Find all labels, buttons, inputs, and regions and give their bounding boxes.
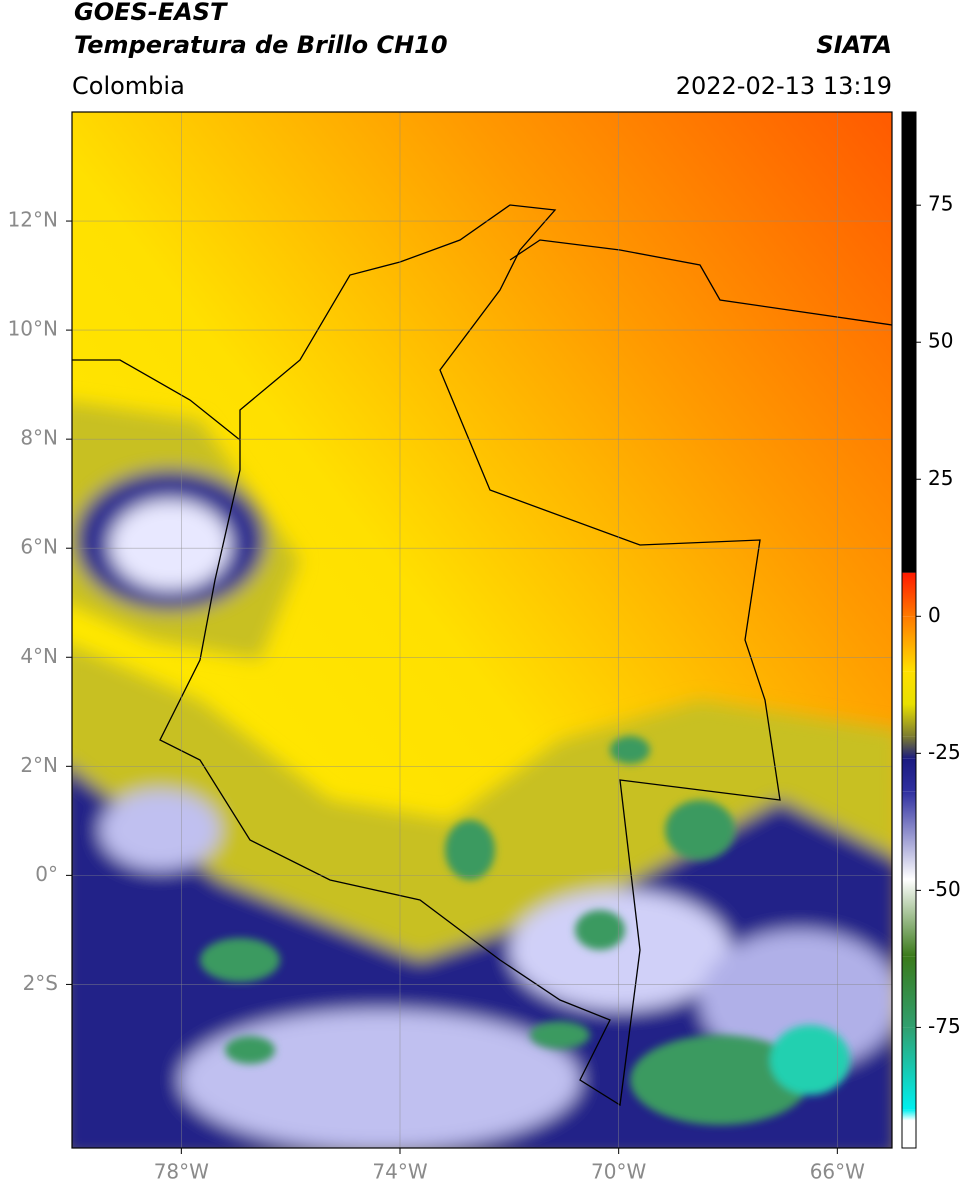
y-tick-label: 8°N bbox=[20, 426, 58, 450]
x-tick-label: 66°W bbox=[810, 1160, 865, 1184]
y-tick-label: 4°N bbox=[20, 644, 58, 668]
colorbar-label: 25 bbox=[928, 466, 953, 490]
colorbar-label: -50 bbox=[928, 877, 961, 901]
x-tick-label: 70°W bbox=[591, 1160, 646, 1184]
x-tick-label: 74°W bbox=[372, 1160, 427, 1184]
colorbar-segment bbox=[902, 758, 916, 792]
colorbar-segment bbox=[902, 616, 916, 672]
y-tick-label: 12°N bbox=[8, 208, 58, 232]
colorbar-label: 75 bbox=[928, 192, 953, 216]
datetime: 2022-02-13 13:19 bbox=[676, 72, 892, 100]
colorbar-segment bbox=[902, 1120, 916, 1148]
y-tick-label: 2°N bbox=[20, 753, 58, 777]
colorbar-label: -75 bbox=[928, 1014, 961, 1038]
y-tick-label: 10°N bbox=[8, 317, 58, 341]
colorbar-segment bbox=[902, 791, 916, 880]
colorbar-frame bbox=[901, 111, 917, 1149]
colorbar-segment bbox=[902, 956, 916, 1028]
colorbar-segment bbox=[902, 112, 916, 573]
y-tick-label: 0° bbox=[35, 862, 58, 886]
region: Colombia bbox=[72, 72, 185, 100]
y-tick-label: 6°N bbox=[20, 535, 58, 559]
colorbar-segment bbox=[902, 1109, 916, 1121]
title: GOES-EAST bbox=[74, 0, 228, 26]
y-tick-label: 2°S bbox=[23, 971, 58, 995]
colorbar-label: -25 bbox=[928, 740, 961, 764]
colorbar-segment bbox=[902, 1027, 916, 1110]
map-frame bbox=[71, 111, 893, 1149]
colorbar-segment bbox=[902, 671, 916, 704]
colorbar-segment bbox=[902, 879, 916, 957]
colorbar-segment bbox=[902, 704, 916, 737]
x-tick-label: 78°W bbox=[154, 1160, 209, 1184]
source: SIATA bbox=[816, 31, 892, 59]
colorbar-segment bbox=[902, 572, 916, 617]
colorbar-label: 50 bbox=[928, 329, 953, 353]
imagery bbox=[72, 112, 892, 1148]
colorbar-segment bbox=[902, 736, 916, 759]
title: Temperatura de Brillo CH10 bbox=[74, 31, 448, 59]
colorbar-label: 0 bbox=[928, 603, 941, 627]
colorbar-segment bbox=[902, 572, 916, 573]
